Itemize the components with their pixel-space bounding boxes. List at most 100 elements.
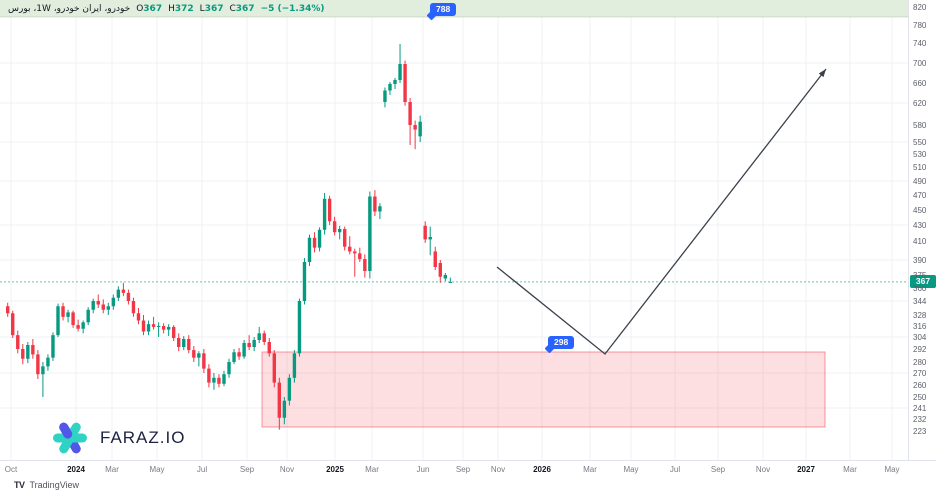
candle — [443, 273, 448, 282]
candle — [272, 350, 276, 388]
price-axis[interactable]: 367 820 780 740 700 660 620 580 550 530 510 490 470… — [908, 0, 936, 460]
price-tick-label: 316 — [913, 322, 927, 331]
price-tick-label: 450 — [913, 206, 927, 215]
projection-arrowhead — [818, 69, 826, 78]
candle — [262, 330, 266, 345]
candle — [317, 227, 322, 252]
price-tick-label: 250 — [913, 393, 927, 402]
time-tick-month: May — [884, 465, 900, 474]
low-label: L — [199, 3, 205, 14]
candle — [111, 294, 116, 310]
candle — [353, 248, 357, 277]
price-flag-298-label: 298 — [554, 337, 569, 347]
candle — [222, 370, 226, 387]
candle — [146, 320, 151, 336]
time-tick-month: Sep — [710, 465, 726, 474]
price-tick-label: 410 — [913, 237, 927, 246]
candle — [428, 226, 432, 256]
candle — [126, 289, 131, 305]
candle — [383, 87, 387, 108]
price-flag-298[interactable]: 298 — [544, 336, 575, 354]
candle — [237, 348, 241, 360]
time-axis[interactable]: Oct 2024 Mar May Jul Sep Nov 2025 Mar Jun Sep Nov 20… — [0, 460, 936, 478]
high-label: H — [168, 3, 175, 14]
time-tick-month: Nov — [755, 465, 771, 474]
price-tick-label: 232 — [913, 415, 927, 424]
price-tick-label: 304 — [913, 333, 927, 342]
symbol-legend[interactable]: خودرو، ایران خودرو، 1W، بورس O367 H372 L… — [8, 2, 325, 15]
price-tick-label: 328 — [913, 311, 927, 320]
candle — [302, 258, 307, 305]
candle — [307, 234, 312, 266]
candle — [101, 299, 105, 314]
candle — [11, 310, 15, 338]
candle — [312, 232, 317, 253]
candle — [46, 354, 50, 371]
price-tick-label: 620 — [913, 99, 927, 108]
price-tick-label: 223 — [913, 427, 927, 436]
candle — [327, 195, 332, 225]
time-tick-month: Nov — [490, 465, 506, 474]
demand-zone[interactable] — [261, 351, 826, 428]
candle — [257, 326, 261, 343]
price-tick-label: 280 — [913, 358, 927, 367]
candle — [378, 203, 382, 219]
price-tick-label: 550 — [913, 138, 927, 147]
candle — [287, 374, 292, 406]
time-tick-month: May — [149, 465, 165, 474]
candle — [368, 191, 372, 279]
candle — [66, 309, 70, 323]
candle — [363, 254, 367, 278]
time-tick-month: Jun — [416, 465, 430, 474]
time-tick-month: Oct — [4, 465, 18, 474]
candle — [337, 225, 342, 240]
candle — [86, 307, 90, 326]
candle — [6, 302, 10, 317]
candle — [161, 323, 166, 334]
candle — [232, 349, 236, 365]
time-tick-month: May — [623, 465, 639, 474]
time-tick-month: Nov — [279, 465, 295, 474]
close-label: C — [229, 3, 236, 14]
candle — [373, 190, 377, 216]
candle — [267, 338, 271, 357]
candle — [192, 346, 196, 362]
candle — [403, 60, 407, 106]
candle — [71, 310, 75, 328]
candle — [96, 294, 100, 308]
candle — [76, 319, 80, 332]
candle — [408, 98, 412, 145]
price-tick-label: 360 — [913, 284, 927, 293]
time-tick-month: Mar — [583, 465, 597, 474]
grid — [0, 0, 908, 460]
candle — [448, 277, 453, 283]
tradingview-label: TradingView — [29, 480, 80, 490]
candle — [297, 298, 302, 357]
candle — [282, 397, 287, 425]
candle — [21, 344, 25, 365]
price-flag-788[interactable]: 788 — [426, 3, 457, 21]
candle — [136, 308, 141, 325]
candle — [81, 320, 85, 334]
candle — [292, 350, 297, 383]
high-value: 372 — [174, 3, 194, 14]
price-tick-label: 510 — [913, 163, 927, 172]
candle — [61, 302, 65, 321]
tradingview-attribution[interactable]: TV TradingView — [14, 480, 79, 490]
price-tick-label: 780 — [913, 21, 927, 30]
price-tick-label: 740 — [913, 39, 927, 48]
candle — [116, 286, 121, 301]
price-tick-label: 470 — [913, 191, 927, 200]
time-tick-month: Jul — [196, 465, 208, 474]
candle — [217, 374, 221, 388]
time-tick-month: Mar — [843, 465, 857, 474]
projection-trendline[interactable] — [496, 68, 827, 355]
candle — [322, 192, 327, 235]
candle — [121, 282, 126, 297]
candle — [182, 336, 186, 351]
candle — [187, 335, 191, 354]
time-tick-month: Mar — [105, 465, 119, 474]
price-tick-label: 660 — [913, 79, 927, 88]
chart-canvas[interactable]: خودرو، ایران خودرو، 1W، بورس O367 H372 L… — [0, 0, 908, 460]
